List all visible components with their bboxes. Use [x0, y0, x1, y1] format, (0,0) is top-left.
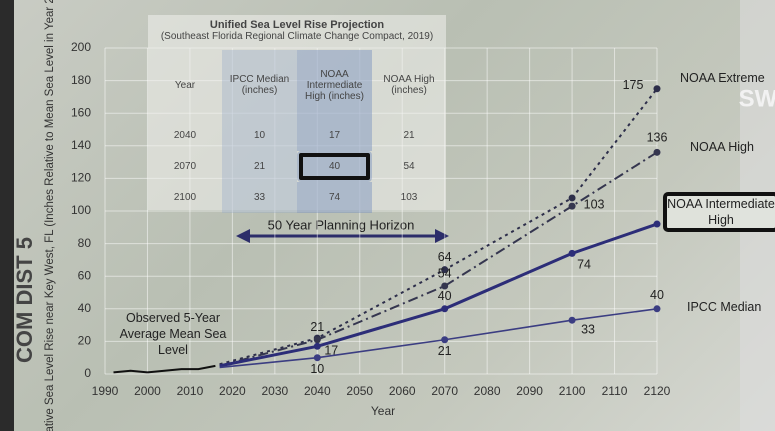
x-tick-label: 2100: [559, 384, 586, 398]
series-line: [219, 308, 658, 369]
table-cell: NOAA High (inches): [383, 74, 435, 96]
point: [441, 282, 449, 290]
y-axis-label: Relative Sea Level Rise near Key West, F…: [44, 0, 56, 431]
table-cell: 2070: [173, 161, 197, 172]
table-cell: Year: [174, 79, 196, 91]
x-tick-label: 2010: [177, 384, 204, 398]
table-cell: IPCC Median (inches): [222, 50, 297, 120]
x-axis-label: Year: [371, 404, 395, 418]
point: [653, 148, 661, 156]
observed-line: [113, 364, 216, 374]
y-tick-label: 40: [78, 301, 92, 315]
point: [653, 305, 661, 313]
data-label: 40: [438, 289, 452, 303]
data-label: 136: [647, 131, 668, 145]
data-label: 40: [650, 288, 664, 302]
point: [568, 316, 576, 324]
point: [441, 336, 449, 344]
y-tick-label: 120: [71, 171, 91, 185]
point: [313, 354, 321, 362]
table-cell: 33: [222, 182, 297, 213]
data-label: 10: [310, 362, 324, 376]
arrow: [236, 229, 449, 243]
series-name: IPCC Median: [687, 300, 762, 314]
point: [441, 305, 449, 313]
data-label: 17: [324, 344, 338, 358]
point: [568, 202, 576, 210]
series-line: [219, 151, 658, 367]
x-tick-label: 2080: [474, 384, 501, 398]
bg-text: SW: [739, 85, 775, 112]
left-edge: [0, 0, 14, 431]
y-tick-label: 100: [71, 203, 91, 217]
x-tick-label: 2000: [134, 384, 161, 398]
data-label: 175: [623, 78, 644, 92]
x-tick-label: 2110: [602, 384, 628, 398]
y-tick-label: 180: [71, 73, 91, 87]
data-label: 54: [438, 266, 452, 280]
table-grid: Year IPCC Median (inches) NOAA Intermediat…: [148, 50, 446, 213]
table-cell: 54: [403, 161, 415, 172]
table: Unified Sea Level Rise Projection (South…: [148, 15, 446, 213]
point: [313, 342, 321, 350]
point: [568, 249, 576, 257]
series-name: NOAA Extreme: [680, 71, 765, 85]
y-tick-label: 20: [78, 334, 92, 348]
y-tick-label: 140: [71, 138, 91, 152]
x-tick-label: 2120: [644, 384, 671, 398]
x-tick-label: 2090: [516, 384, 543, 398]
table-cell: 17: [297, 120, 372, 151]
data-label: 21: [438, 344, 452, 358]
table-cell: 21: [222, 151, 297, 182]
point: [313, 336, 321, 344]
x-tick-label: 1990: [92, 384, 119, 398]
point: [568, 194, 576, 202]
data-label: 64: [438, 250, 452, 264]
y-tick-label: 200: [71, 40, 91, 54]
point: [653, 85, 661, 93]
y-tick-label: 0: [84, 366, 91, 380]
point: [653, 220, 661, 228]
table-cell: 74: [297, 182, 372, 213]
table-title: Unified Sea Level Rise Projection: [209, 19, 385, 31]
annotation: 50 Year Planning Horizon: [268, 217, 415, 232]
data-label: 33: [581, 323, 595, 337]
y-tick-label: 80: [78, 236, 92, 250]
bg-text: COM DIST 5: [12, 237, 37, 363]
x-tick-label: 2070: [431, 384, 458, 398]
data-label: 74: [577, 258, 591, 272]
table-cell: NOAA Intermediate High (inches): [297, 50, 372, 120]
x-tick-label: 2040: [304, 384, 331, 398]
point: [441, 266, 449, 274]
table-subtitle: (Southeast Florida Regional Climate Chan…: [160, 31, 434, 42]
series-name: NOAA Intermediate High: [663, 192, 775, 232]
table-cell: 21: [403, 130, 415, 141]
table-cell: 2100: [173, 192, 197, 203]
x-tick-label: 2020: [219, 384, 246, 398]
table-cell: 103: [400, 192, 418, 203]
y-tick-label: 160: [71, 105, 91, 119]
data-label: 103: [584, 197, 605, 211]
y-tick-label: 60: [78, 268, 92, 282]
observed-label: Observed 5-Year Average Mean Sea Level: [119, 311, 227, 357]
x-tick-label: 2060: [389, 384, 416, 398]
x-tick-label: 2030: [261, 384, 288, 398]
table-cell: 40: [297, 151, 372, 182]
table-cell: 10: [222, 120, 297, 151]
data-label: 21: [310, 320, 324, 334]
series-name: NOAA High: [690, 140, 754, 154]
table-cell: 2040: [173, 130, 197, 141]
x-tick-label: 2050: [346, 384, 373, 398]
